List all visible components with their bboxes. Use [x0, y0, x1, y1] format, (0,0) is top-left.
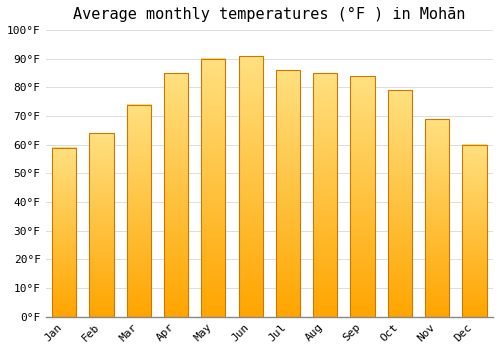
Title: Average monthly temperatures (°F ) in Mohān: Average monthly temperatures (°F ) in Mo… — [73, 7, 466, 22]
